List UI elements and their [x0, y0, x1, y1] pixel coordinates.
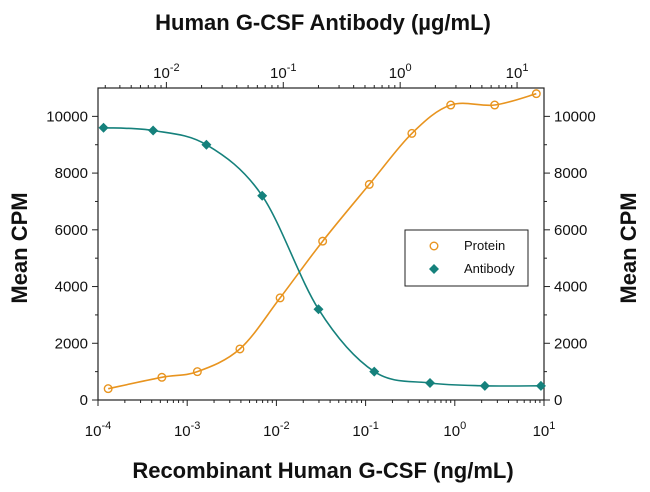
x-tick-label-top: 10-2 [153, 62, 179, 82]
chart-title: Human G-CSF Antibody (µg/mL) [155, 10, 491, 35]
data-point-antibody [98, 122, 109, 133]
y-tick-label-right: 8000 [554, 165, 587, 182]
fit-curves [103, 92, 541, 390]
data-point-antibody [201, 139, 212, 150]
y-tick-label-left: 6000 [55, 222, 88, 239]
legend-protein-marker [429, 241, 439, 251]
y-tick-label-right: 2000 [554, 335, 587, 352]
y-tick-label-left: 2000 [55, 335, 88, 352]
legend-antibody-label: Antibody [464, 261, 515, 276]
data-point-protein [192, 367, 202, 377]
y-axis-label-right: Mean CPM [616, 192, 641, 303]
legend-protein-label: Protein [464, 238, 505, 253]
series-line-antibody [103, 126, 541, 387]
x-tick-label-top: 101 [506, 62, 529, 82]
data-points [98, 89, 546, 394]
data-point-protein [407, 128, 417, 138]
data-point-protein [490, 100, 500, 110]
data-point-antibody [369, 366, 380, 377]
x-tick-label-bottom: 10-3 [174, 420, 200, 440]
data-point-antibody [479, 380, 490, 391]
data-point-protein [235, 344, 245, 354]
y-tick-label-right: 10000 [554, 108, 596, 125]
axis-ticks: 0 0 2000 2000 4000 4000 6000 6000 8000 8000 10000 1… [46, 62, 595, 440]
x-tick-label-bottom: 10-4 [85, 420, 111, 440]
data-point-antibody [313, 304, 324, 315]
x-tick-label-bottom: 100 [443, 420, 466, 440]
x-tick-label-top: 100 [389, 62, 412, 82]
data-point-antibody [535, 380, 546, 391]
y-axis-label: Mean CPM [7, 192, 32, 303]
legend: Protein Antibody [404, 229, 529, 287]
legend-box [404, 229, 529, 287]
data-point-protein [157, 372, 167, 382]
y-tick-label-right: 4000 [554, 279, 587, 296]
plot-frame [97, 87, 545, 401]
x-tick-label-bottom: 10-1 [352, 420, 378, 440]
data-point-protein [103, 384, 113, 394]
x-tick-label-bottom: 101 [533, 420, 556, 440]
data-point-antibody [425, 377, 436, 388]
data-point-protein [318, 236, 328, 246]
data-point-antibody [257, 190, 268, 201]
data-point-protein [364, 179, 374, 189]
y-tick-label-left: 8000 [55, 165, 88, 182]
data-point-protein [446, 100, 456, 110]
data-point-antibody [148, 125, 159, 136]
x-axis-label: Recombinant Human G-CSF (ng/mL) [132, 458, 513, 483]
series-line-protein [108, 92, 537, 390]
y-tick-label-left: 4000 [55, 279, 88, 296]
x-tick-label-top: 10-1 [270, 62, 296, 82]
y-tick-label-left: 0 [80, 392, 88, 409]
data-point-protein [531, 89, 541, 99]
y-tick-label-left: 10000 [46, 108, 88, 125]
x-tick-label-bottom: 10-2 [263, 420, 289, 440]
data-point-protein [275, 293, 285, 303]
y-tick-label-right: 0 [554, 392, 562, 409]
legend-antibody-marker [429, 264, 439, 274]
y-tick-label-right: 6000 [554, 222, 587, 239]
